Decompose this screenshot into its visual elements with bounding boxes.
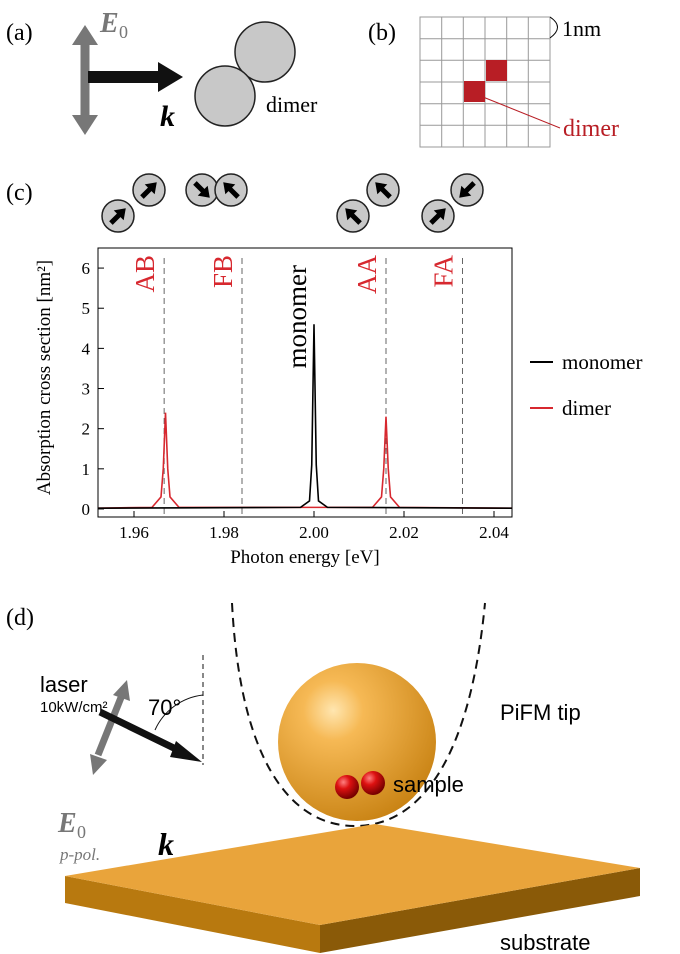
y-tick-label: 5 <box>82 299 91 318</box>
absorption-chart: 0 1 2 3 4 5 6 1.96 1.98 2.00 2.02 2.04 Photon energy… <box>34 248 642 568</box>
x-tick-label: 1.98 <box>209 523 239 542</box>
substrate-label: substrate <box>500 930 591 954</box>
mode-label: FA <box>429 255 459 288</box>
angle-label: 70° <box>148 695 181 720</box>
mode-label: AA <box>352 255 382 294</box>
panel-label: (b) <box>368 20 396 46</box>
tip-label: PiFM tip <box>500 700 581 725</box>
y-tick-label: 1 <box>82 460 91 479</box>
y-tick-label: 0 <box>82 500 91 519</box>
mode-label: AB <box>130 255 160 293</box>
dimer-label: dimer <box>563 116 619 142</box>
field-symbol: E <box>99 8 119 39</box>
x-tick-label: 1.96 <box>119 523 149 542</box>
y-tick-label: 3 <box>82 380 91 399</box>
laser-label: laser <box>40 672 88 697</box>
x-tick-label: 2.00 <box>299 523 329 542</box>
y-tick-label: 2 <box>82 420 91 439</box>
wavevector-symbol: k <box>160 100 175 133</box>
dimer-label: dimer <box>266 92 318 117</box>
y-tick-label: 6 <box>82 259 91 278</box>
field-subscript: 0 <box>77 822 86 842</box>
panel-label: (a) <box>6 20 33 46</box>
x-tick-label: 2.04 <box>479 523 509 542</box>
y-tick-label: 4 <box>82 339 91 358</box>
field-symbol: E <box>57 808 77 839</box>
figure: (a) E 0 k dimer (b) 1nm dimer (c) 0 1 2 3 4 5… <box>0 0 680 954</box>
series-line <box>98 413 512 509</box>
y-axis-label: Absorption cross section [nm²] <box>34 260 55 495</box>
sample-label: sample <box>393 772 464 797</box>
x-tick-label: 2.02 <box>389 523 419 542</box>
wavevector-symbol: k <box>158 826 174 862</box>
intensity-label: 10kW/cm² <box>40 699 108 716</box>
panel-label: (c) <box>6 180 33 206</box>
legend-label: dimer <box>562 396 611 420</box>
peak-label: monomer <box>282 265 312 368</box>
legend-label: monomer <box>562 350 642 374</box>
field-subscript: 0 <box>119 22 128 42</box>
panel-label: (d) <box>6 605 34 631</box>
mode-label: FB <box>208 255 238 288</box>
polarization-label: p-pol. <box>59 845 100 864</box>
scale-label: 1nm <box>562 16 601 41</box>
x-axis-label: Photon energy [eV] <box>230 547 380 568</box>
